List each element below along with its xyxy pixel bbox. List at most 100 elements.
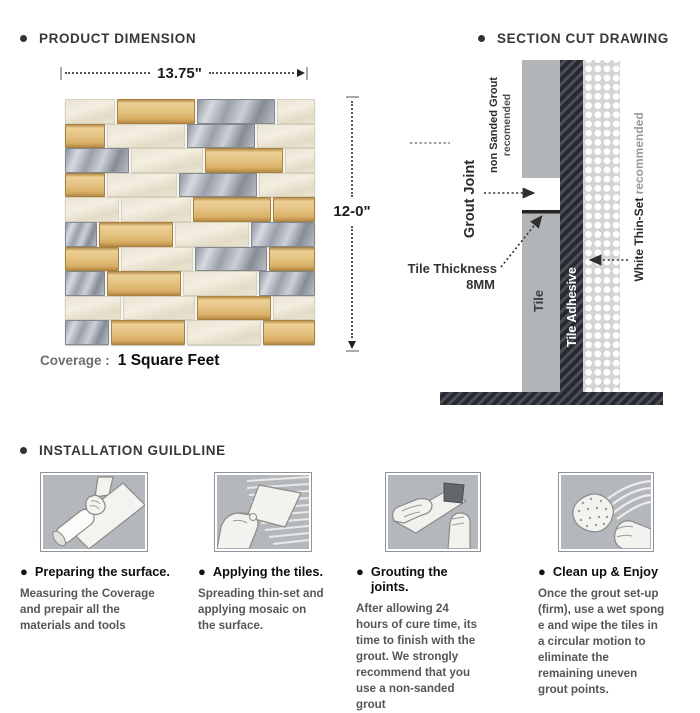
mosaic-row [65, 295, 315, 321]
installation-title: INSTALLATION GUILDLINE [20, 443, 226, 458]
thinset-label-gray: recommended [632, 112, 646, 197]
grout-joint-label: Grout Joint [462, 160, 478, 238]
tile-label: Tile [531, 290, 546, 312]
glass-tile [65, 172, 105, 198]
glass-tile [197, 295, 271, 321]
tile-thickness-value: 8MM [466, 277, 495, 292]
dimension-tick [60, 66, 62, 80]
glass-tile [107, 271, 181, 296]
metal-tile [65, 148, 129, 173]
tile-top-edge [522, 210, 560, 214]
step-heading-text: Grouting the joints. [370, 564, 448, 594]
step-body-text: Measuring the Coverage and prepair all t… [20, 587, 155, 632]
mosaic-row [65, 320, 315, 345]
grout-float-icon [388, 475, 478, 549]
metal-tile [259, 271, 315, 296]
coverage-label: Coverage : [40, 353, 110, 368]
section-cut-title: SECTION CUT DRAWING [478, 31, 669, 46]
glass-tile [263, 320, 315, 345]
dotted-line [351, 101, 353, 197]
metal-tile [65, 320, 109, 345]
step-body-text: Spreading thin-set and applying mosaic o… [198, 587, 324, 632]
metal-tile [187, 123, 255, 149]
metal-tile [179, 172, 257, 198]
step-heading-text: Applying the tiles. [212, 564, 324, 579]
surface-roll-icon [43, 475, 145, 549]
tile-lower-segment [522, 210, 560, 392]
step-heading: ● Clean up & Enjoy [538, 564, 670, 579]
bullet-icon [20, 447, 27, 454]
step-illustration-box [214, 472, 312, 552]
bullet-icon [478, 35, 485, 42]
dimension-tick [345, 96, 359, 98]
stone-tile [131, 148, 203, 173]
metal-tile [197, 99, 275, 124]
step-illustration-box [385, 472, 481, 552]
trowel-icon [217, 475, 309, 549]
glass-tile [99, 221, 173, 247]
floor-bar [440, 392, 663, 405]
coverage-value: 1 Square Feet [117, 352, 220, 369]
metal-tile [65, 271, 105, 296]
stone-tile [273, 295, 315, 321]
step-heading: ● Applying the tiles. [198, 564, 334, 579]
width-dimension: 13.75" [60, 64, 308, 82]
dimension-tick [345, 350, 359, 352]
coverage-line: Coverage : 1 Square Feet [40, 352, 219, 370]
mosaic-row [65, 271, 315, 296]
stone-tile [121, 246, 193, 272]
step-illustration-box [40, 472, 148, 552]
step-grouting-joints: ● Grouting the joints. After allowing 24… [356, 472, 488, 713]
step-preparing-surface: ● Preparing the surface. Measuring the C… [20, 472, 172, 634]
bullet-icon: ● [198, 564, 206, 579]
non-sanded-grout-sub-label: recomended [501, 94, 513, 156]
step-body-text: Once the grout set-up (firm), use a wet … [538, 587, 665, 696]
step-applying-tiles: ● Applying the tiles. Spreading thin-set… [198, 472, 334, 634]
tile-upper-segment [522, 60, 560, 178]
height-dimension: 12-0" [329, 96, 375, 352]
mosaic-row [65, 197, 315, 222]
non-sanded-grout-label: non Sanded Grout [488, 77, 500, 173]
tile-mosaic [65, 99, 315, 345]
glass-tile [65, 123, 105, 149]
mosaic-row [65, 221, 315, 247]
stone-tile [257, 123, 315, 149]
arrow-right-icon [297, 69, 305, 77]
tile-adhesive-label: Tile Adhesive [565, 267, 579, 347]
stone-tile [65, 295, 121, 321]
metal-tile [251, 221, 315, 247]
glass-tile [65, 246, 119, 272]
thinset-label: White Thin-Set recommended [632, 112, 646, 281]
bullet-icon [20, 35, 27, 42]
step-heading-text: Clean up & Enjoy [552, 564, 659, 579]
thinset-label-bold: White Thin-Set [632, 198, 646, 282]
step-clean-up: ● Clean up & Enjoy Once the grout set-up… [538, 472, 670, 698]
stone-tile [277, 99, 315, 124]
stone-tile [123, 295, 195, 321]
dimension-tick [306, 66, 308, 80]
stone-tile [259, 172, 315, 198]
dotted-line [351, 225, 353, 338]
stone-tile [121, 197, 191, 222]
installation-title-text: INSTALLATION GUILDLINE [39, 443, 226, 458]
stone-tile [107, 123, 185, 149]
mosaic-row [65, 99, 315, 124]
section-cut-title-text: SECTION CUT DRAWING [497, 31, 669, 46]
step-heading: ● Preparing the surface. [20, 564, 172, 579]
arrow-down-icon [348, 341, 356, 349]
mosaic-row [65, 123, 315, 149]
mosaic-row [65, 148, 315, 173]
mosaic-row [65, 172, 315, 198]
bullet-icon: ● [538, 564, 546, 579]
tile-thickness-arrow [500, 215, 543, 268]
tile-thickness-label: Tile Thickness [408, 261, 497, 276]
stone-tile [107, 172, 177, 198]
glass-tile [205, 148, 283, 173]
tile-adhesive-layer [560, 60, 583, 392]
step-heading-text: Preparing the surface. [34, 564, 170, 579]
glass-tile [269, 246, 315, 272]
mosaic-row [65, 246, 315, 272]
bullet-icon: ● [20, 564, 28, 579]
stone-tile [183, 271, 257, 296]
sponge-icon [561, 475, 651, 549]
